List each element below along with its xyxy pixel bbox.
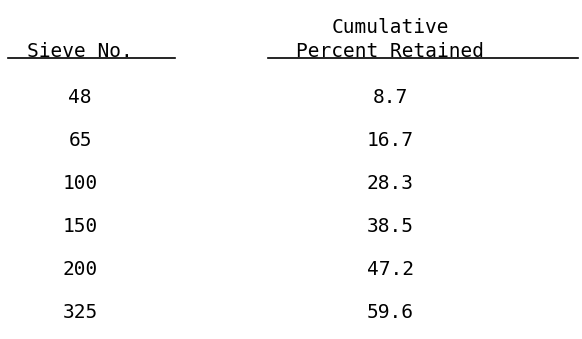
Text: 65: 65 — [68, 131, 92, 150]
Text: Percent Retained: Percent Retained — [296, 42, 484, 61]
Text: 8.7: 8.7 — [372, 88, 407, 107]
Text: 16.7: 16.7 — [367, 131, 413, 150]
Text: 100: 100 — [62, 174, 98, 193]
Text: Cumulative: Cumulative — [331, 18, 449, 37]
Text: Sieve No.: Sieve No. — [27, 42, 133, 61]
Text: 38.5: 38.5 — [367, 217, 413, 236]
Text: 325: 325 — [62, 303, 98, 322]
Text: 200: 200 — [62, 260, 98, 279]
Text: 150: 150 — [62, 217, 98, 236]
Text: 48: 48 — [68, 88, 92, 107]
Text: 47.2: 47.2 — [367, 260, 413, 279]
Text: 28.3: 28.3 — [367, 174, 413, 193]
Text: 59.6: 59.6 — [367, 303, 413, 322]
